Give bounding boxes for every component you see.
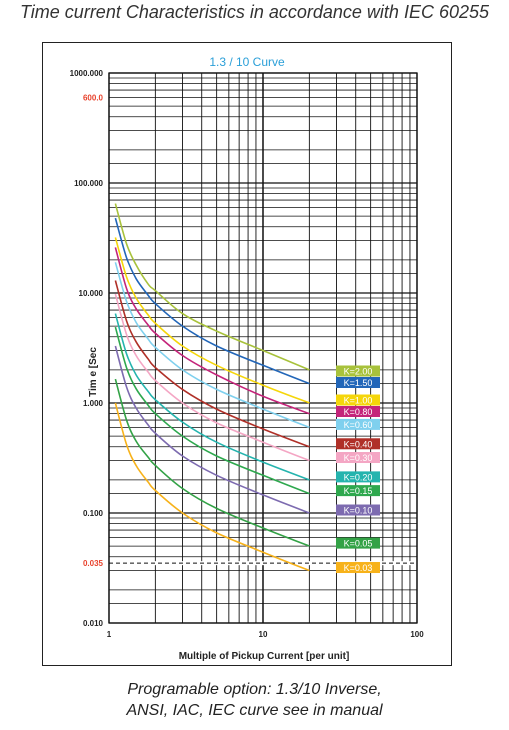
x-tick-label: 10 — [259, 630, 268, 639]
x-tick-label: 1 — [107, 630, 112, 639]
chart-title: 1.3 / 10 Curve — [209, 55, 285, 69]
legend-label: K=1.50 — [344, 378, 373, 388]
legend-swatch — [336, 562, 380, 574]
legend-label: K=0.60 — [344, 420, 373, 430]
page-heading: Time current Characteristics in accordan… — [19, 2, 490, 22]
legend-swatch — [336, 504, 380, 516]
curve-k-2-00 — [114, 203, 310, 371]
chart-frame — [42, 42, 452, 666]
curve-k-0-40 — [114, 280, 310, 448]
curve-k-0-10 — [114, 345, 310, 514]
curve-k-0-30 — [114, 293, 310, 462]
highlight-tick-label: 600.0 — [83, 93, 104, 102]
curves — [114, 203, 310, 572]
curve-k-0-20 — [114, 313, 310, 481]
time-current-chart: 1000.000 100.000 10.000 1.000 0.100 0.010 600.… — [70, 55, 425, 662]
legend-item: K=0.10 — [336, 504, 380, 516]
highlight-tick-label: 0.035 — [83, 559, 104, 568]
legend-swatch — [336, 418, 380, 430]
legend-swatch — [336, 365, 380, 377]
legend-item: K=0.20 — [336, 471, 380, 483]
legend-swatch — [336, 452, 380, 464]
legend-item: K=0.05 — [336, 537, 380, 549]
curve-k-0-15 — [114, 326, 310, 495]
legend: K=2.00K=1.50 K=1.00K=0.80 K=0.60 K=0.40 K=0.… — [336, 365, 380, 574]
y-tick-label: 0.010 — [83, 619, 104, 628]
y-tick-label: 1000.000 — [70, 69, 104, 78]
legend-item: K=1.00 — [336, 394, 380, 406]
legend-item: K=0.30 — [336, 452, 380, 464]
legend-label: K=0.10 — [344, 506, 373, 516]
legend-label: K=0.15 — [344, 486, 373, 496]
legend-label: K=0.30 — [344, 453, 373, 463]
legend-item: K=0.40 — [336, 438, 380, 450]
y-tick-label: 100.000 — [74, 179, 103, 188]
legend-label: K=1.00 — [344, 396, 373, 406]
y-axis-label: Tim e [Sec — [88, 347, 99, 397]
x-tick-label: 100 — [410, 630, 424, 639]
curve-k-0-03 — [114, 402, 310, 572]
legend-swatch — [336, 485, 380, 497]
caption-line-1: Programable option: 1.3/10 Inverse, — [127, 681, 382, 698]
y-tick-label: 10.000 — [79, 289, 104, 298]
legend-swatch — [336, 394, 380, 406]
legend-label: K=0.03 — [344, 563, 373, 573]
legend-item: K=0.03 — [336, 562, 380, 574]
legend-item: K=2.00 — [336, 365, 380, 377]
legend-swatch — [336, 406, 380, 417]
legend-label: K=0.05 — [344, 539, 373, 549]
curve-k-0-05 — [114, 378, 310, 547]
axes: 1000.000 100.000 10.000 1.000 0.100 0.010 600.… — [70, 69, 425, 639]
y-tick-label: 1.000 — [83, 399, 104, 408]
legend-item: K=0.80 — [336, 406, 380, 417]
legend-item: K=0.15 — [336, 485, 380, 497]
grid — [108, 72, 418, 624]
plot-border — [108, 72, 418, 624]
legend-item: K=1.50 — [336, 377, 380, 388]
y-tick-label: 0.100 — [83, 509, 104, 518]
caption-line-2: ANSI, IAC, IEC curve see in manual — [126, 702, 383, 719]
curve-k-1-00 — [114, 237, 310, 404]
legend-label: K=0.20 — [344, 472, 373, 482]
legend-swatch — [336, 537, 380, 549]
legend-label: K=0.80 — [344, 407, 373, 417]
curve-k-1-50 — [114, 217, 310, 385]
legend-swatch — [336, 377, 380, 388]
curve-k-0-60 — [114, 262, 310, 429]
legend-label: K=0.40 — [344, 439, 373, 449]
legend-swatch — [336, 438, 380, 450]
legend-item: K=0.60 — [336, 418, 380, 430]
legend-swatch — [336, 471, 380, 483]
legend-label: K=2.00 — [344, 367, 373, 377]
x-axis-label: Multiple of Pickup Current [per unit] — [179, 651, 350, 662]
curve-k-0-80 — [114, 247, 310, 415]
